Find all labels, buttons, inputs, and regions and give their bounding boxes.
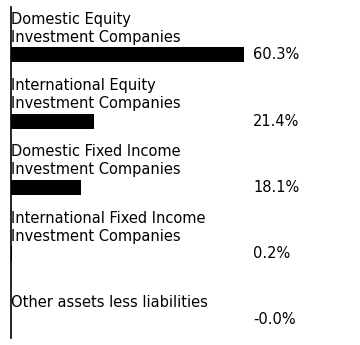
Bar	[11, 48, 244, 62]
Text: -0.0%: -0.0%	[253, 312, 296, 327]
Bar	[11, 114, 94, 129]
Text: Domestic Fixed Income
Investment Companies: Domestic Fixed Income Investment Compani…	[11, 144, 180, 177]
Text: International Equity
Investment Companies: International Equity Investment Companie…	[11, 78, 180, 111]
Text: 60.3%: 60.3%	[253, 47, 300, 62]
Text: Domestic Equity
Investment Companies: Domestic Equity Investment Companies	[11, 12, 180, 45]
Text: International Fixed Income
Investment Companies: International Fixed Income Investment Co…	[11, 210, 205, 244]
Text: 0.2%: 0.2%	[253, 246, 291, 261]
Text: 21.4%: 21.4%	[253, 114, 300, 129]
Text: 18.1%: 18.1%	[253, 180, 300, 195]
Bar	[11, 246, 12, 261]
Bar	[11, 180, 81, 195]
Text: Other assets less liabilities: Other assets less liabilities	[11, 295, 208, 310]
